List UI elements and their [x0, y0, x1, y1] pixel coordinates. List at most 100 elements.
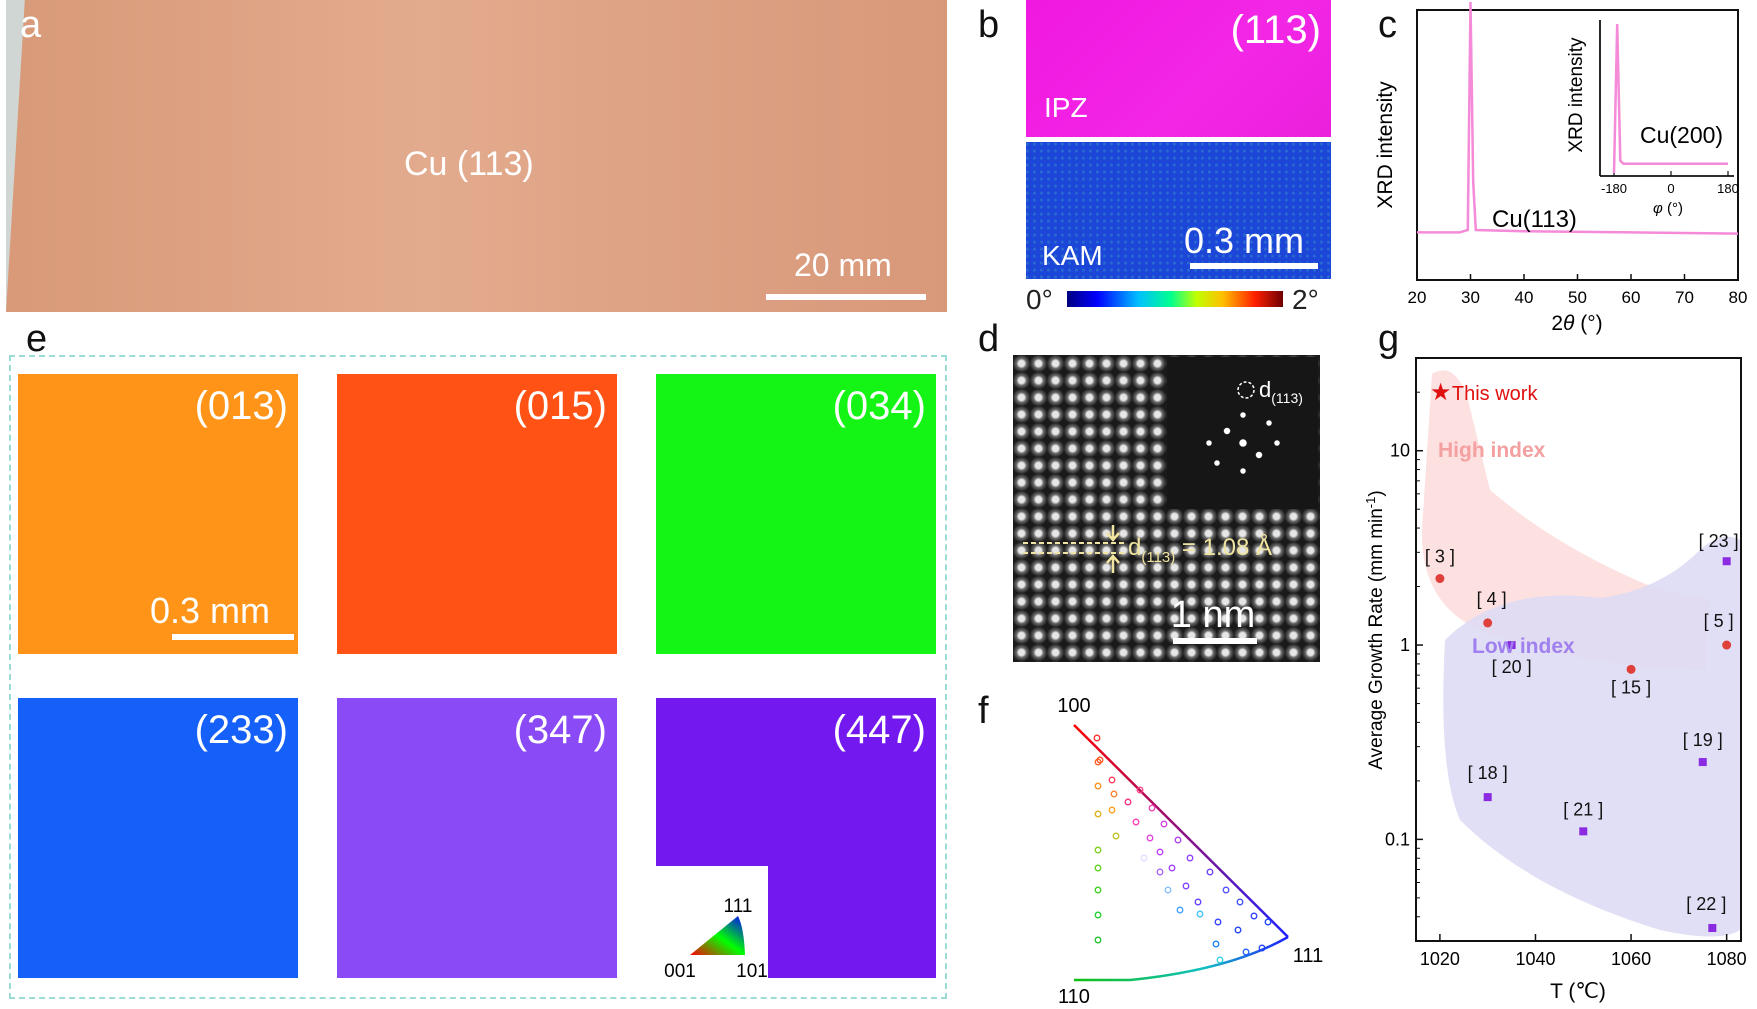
ipf-corner-100: 100	[1057, 695, 1090, 717]
reference-label: [ 22 ]	[1686, 894, 1726, 914]
ipf-point	[1136, 786, 1144, 794]
fft-marker	[1237, 381, 1255, 399]
ipf-corner-110: 110	[1058, 986, 1090, 1008]
xrd-xtick-label: 20	[1408, 288, 1427, 307]
xrd-xtick-label: 30	[1461, 288, 1480, 307]
ipf-point	[1132, 818, 1140, 826]
ipf-point	[1242, 948, 1250, 956]
panel-g-label: g	[1378, 318, 1400, 360]
sample-hkl: (013)	[194, 384, 288, 428]
ipz-hkl: (113)	[1230, 8, 1321, 52]
low-index-region	[1443, 536, 1740, 937]
inset-peak-label: Cu(200)	[1640, 122, 1723, 148]
reference-label: [ 19 ]	[1683, 730, 1723, 750]
ipf-point	[1148, 804, 1156, 812]
growth-xtick-label: 1060	[1611, 949, 1651, 969]
growth-xtick-label: 1020	[1420, 949, 1460, 969]
colorbar-min: 0°	[1026, 284, 1053, 315]
ipf-point	[1156, 868, 1164, 876]
ipf-point	[1108, 776, 1116, 784]
low-index-point	[1507, 641, 1516, 650]
ipf-point	[1168, 864, 1176, 872]
panel-e-label: e	[26, 318, 48, 360]
samples-frame	[9, 355, 947, 999]
hrtem-overlay: d(113) d(113) = 1.08 Å 1 nm	[1023, 377, 1303, 644]
colorbar-max: 2°	[1292, 284, 1319, 315]
this-work-marker: ★	[1430, 379, 1452, 406]
growth-ytick-label: 0.1	[1385, 829, 1410, 849]
low-index-point	[1708, 923, 1717, 932]
low-index-point	[1483, 793, 1492, 802]
kam-label: KAM	[1042, 240, 1103, 271]
ipf-point	[1094, 936, 1102, 944]
ipf-point	[1094, 864, 1102, 872]
region-low-label: Low index	[1472, 635, 1575, 658]
xrd-peak-label: Cu(113)	[1492, 206, 1577, 233]
sample-hkl: (015)	[513, 384, 607, 428]
high-index-point	[1722, 640, 1732, 650]
ipz-map: (113) IPZ	[1026, 0, 1331, 137]
xrd-chart: 20 30 40 50 60 70 80 XRD intensity 2θ (°) Cu(1…	[1374, 1, 1748, 335]
growth-ytick-label: 10	[1390, 441, 1410, 461]
ipf-edge-110-111	[1074, 935, 1289, 982]
xrd-xtick-label: 80	[1729, 288, 1748, 307]
sample-hkl: (347)	[513, 708, 607, 752]
inset-ylabel: XRD intensity	[1566, 37, 1587, 153]
sample-hkl: (233)	[194, 708, 288, 752]
region-high-label: High index	[1438, 439, 1546, 462]
kam-map: KAM 0.3 mm	[1026, 142, 1331, 279]
ipf-point	[1258, 944, 1266, 952]
spacing-arrows	[1106, 525, 1120, 573]
ipf-point	[1094, 782, 1102, 790]
fft-inset	[1167, 357, 1318, 509]
ipf-point	[1108, 806, 1116, 814]
sample-label: Cu (113)	[404, 145, 534, 183]
inset-bg	[1600, 20, 1734, 175]
ipf-key-001: 001	[664, 961, 696, 982]
ipf-point	[1156, 848, 1164, 856]
inset-series-line	[1612, 23, 1728, 174]
panel-d-label: d	[978, 318, 1000, 360]
reference-label: [ 4 ]	[1477, 589, 1507, 609]
ipf-point	[1174, 836, 1182, 844]
inset-xtick-label: -180	[1601, 181, 1627, 196]
ipf-point	[1093, 734, 1101, 742]
sample-233: (233)	[18, 698, 298, 978]
ipf-point	[1094, 810, 1102, 818]
xrd-xtick-label: 40	[1515, 288, 1534, 307]
sample-347: (347)	[337, 698, 617, 978]
growth-rate-chart: 1020 1040 1060 1080 0.1 1 10 ★ This work [ 3 ] [ …	[1363, 357, 1747, 1003]
ipf-orientation-points	[1093, 734, 1272, 964]
reference-label: [ 15 ]	[1611, 677, 1651, 697]
panel-a-photo: a Cu (113) 20 mm	[6, 0, 947, 312]
ipf-point	[1194, 898, 1202, 906]
reference-label: [ 20 ]	[1492, 657, 1532, 677]
ipf-key-111: 111	[724, 896, 753, 917]
ipf-point	[1234, 926, 1242, 934]
ipf-point	[1186, 854, 1194, 862]
ipf-point	[1196, 910, 1204, 918]
d-spacing-label: d(113) = 1.08 Å	[1128, 533, 1272, 566]
sample-hkl: (447)	[832, 708, 926, 752]
ipf-point	[1264, 918, 1272, 926]
ipf-point	[1094, 758, 1102, 766]
reference-label: [ 23 ]	[1699, 531, 1739, 551]
high-index-point	[1626, 664, 1636, 674]
scale-bar-label: 20 mm	[794, 247, 892, 283]
ipf-point	[1140, 854, 1148, 862]
growth-xlabel: T (℃)	[1550, 980, 1606, 1003]
growth-xtick-label: 1080	[1707, 949, 1747, 969]
xrd-xtick-label: 70	[1675, 288, 1694, 307]
growth-ytick-label: 1	[1400, 635, 1410, 655]
low-index-point	[1579, 827, 1588, 836]
sample-034: (034)	[656, 374, 936, 654]
growth-frame	[1415, 357, 1742, 942]
inset-xtick-label: 0	[1667, 181, 1674, 196]
ipz-label: IPZ	[1044, 92, 1088, 123]
panel-b-label: b	[978, 4, 1000, 46]
fft-d-label: d(113)	[1259, 377, 1303, 406]
xrd-xtick-label: 50	[1568, 288, 1587, 307]
copper-foil	[6, 0, 947, 312]
samples-scale-label: 0.3 mm	[150, 590, 271, 631]
sample-015: (015)	[337, 374, 617, 654]
